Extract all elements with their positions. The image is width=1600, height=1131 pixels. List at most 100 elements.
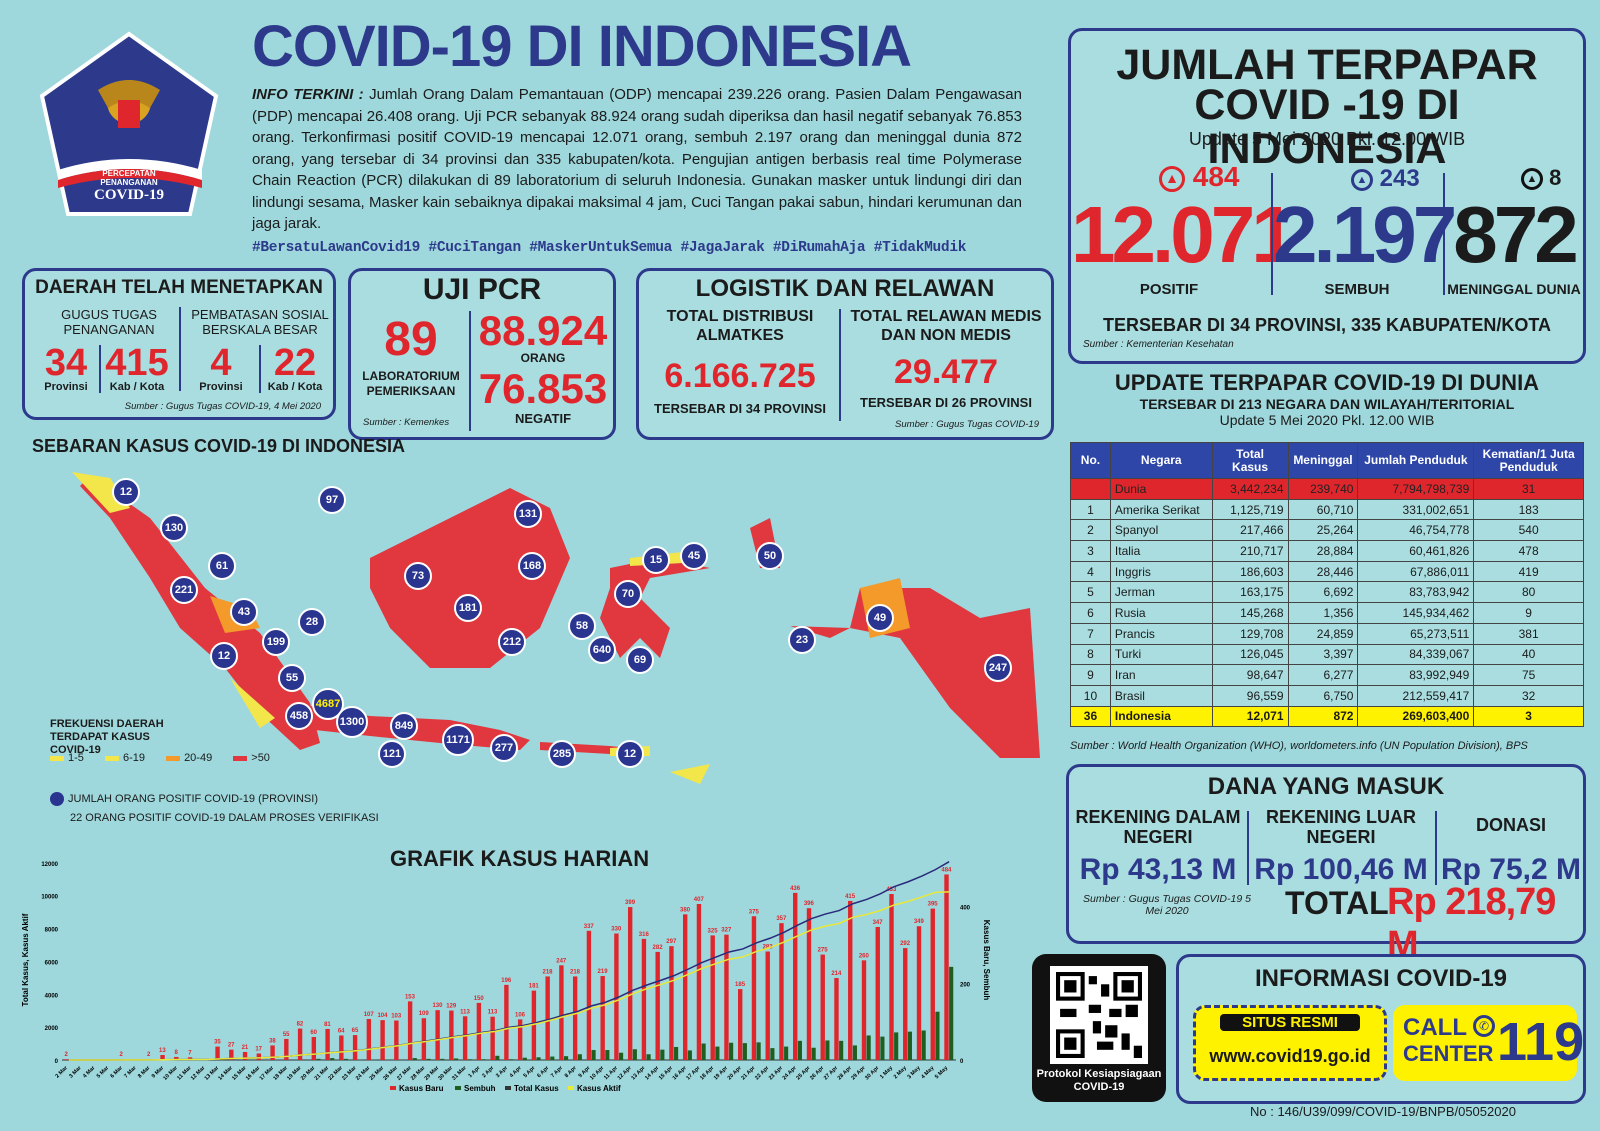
bar-value-label: 214 xyxy=(831,971,842,977)
bar-value-label: 104 xyxy=(377,1013,388,1019)
bar-value-label: 380 xyxy=(680,907,691,913)
table-row: 8 Turki 126,045 3,397 84,339,067 40 xyxy=(1070,643,1584,666)
map-legend-note: 22 ORANG POSITIF COVID-19 DALAM PROSES V… xyxy=(70,812,379,824)
bar-value-label: 436 xyxy=(790,886,801,892)
bar-kasus-baru xyxy=(531,990,537,1060)
up-arrow-icon: ▲ xyxy=(1159,166,1185,192)
legend-label: Kasus Aktif xyxy=(577,1084,621,1093)
map-pin: 12 xyxy=(616,740,644,768)
bar-kasus-baru xyxy=(462,1016,468,1060)
call-label-1: CALL xyxy=(1403,1014,1467,1041)
table-cell: 84,339,067 xyxy=(1357,643,1475,666)
sembuh-value: 2.197 xyxy=(1273,190,1457,279)
terpapar-panel: JUMLAH TERPAPAR COVID -19 DI INDONESIA U… xyxy=(1068,28,1586,364)
y2-tick-label: 400 xyxy=(960,906,971,912)
pcr-labs: 89 xyxy=(384,313,438,366)
bar-value-label: 82 xyxy=(297,1022,304,1028)
logistik-source: Sumber : Gugus Tugas COVID-19 xyxy=(895,419,1039,430)
table-cell: 872 xyxy=(1287,705,1359,728)
table-cell: 5 xyxy=(1070,581,1111,604)
bar-value-label: 103 xyxy=(391,1014,402,1020)
y-tick-label: 6000 xyxy=(45,960,59,966)
daerah-panel: DAERAH TELAH MENETAPKAN GUGUS TUGAS PENA… xyxy=(22,268,336,420)
table-cell: 3 xyxy=(1070,540,1111,562)
bar-sembuh xyxy=(852,1045,857,1060)
bar-sembuh xyxy=(330,1058,335,1060)
bar-value-label: 2 xyxy=(64,1052,68,1058)
table-cell: 36 xyxy=(1070,705,1111,728)
x-tick-label: 5 Apr xyxy=(523,1065,538,1080)
relawan-note: TERSEBAR DI 26 PROVINSI xyxy=(860,395,1032,410)
bar-value-label: 113 xyxy=(460,1009,470,1015)
table-cell: 331,002,651 xyxy=(1357,498,1475,521)
info-panel: INFORMASI COVID-19 SITUS RESMI www.covid… xyxy=(1176,954,1586,1104)
call-center-button[interactable]: CALL ✆ CENTER 119 xyxy=(1393,1005,1584,1081)
dana-source: Sumber : Gugus Tugas COVID-19 5 Mei 2020 xyxy=(1083,893,1251,917)
bar-kasus-baru xyxy=(682,914,688,1060)
bar-sembuh xyxy=(591,1050,596,1060)
map-pin: 130 xyxy=(160,514,188,542)
bar-value-label: 218 xyxy=(543,969,554,975)
dana-dn-value: Rp 43,13 M xyxy=(1079,853,1237,886)
x-tick-label: 6 Apr xyxy=(536,1065,551,1080)
world-table-header: No. Negara Total Kasus Meninggal Jumlah … xyxy=(1070,442,1584,479)
table-cell: 217,466 xyxy=(1211,519,1289,542)
relawan-value: 29.477 xyxy=(894,353,998,391)
situs-button[interactable]: SITUS RESMI www.covid19.go.id xyxy=(1193,1005,1387,1081)
situs-url[interactable]: www.covid19.go.id xyxy=(1209,1046,1371,1066)
qr-card[interactable]: Protokol Kesiapsiagaan COVID-19 xyxy=(1032,954,1166,1102)
bar-kasus-baru xyxy=(517,1019,523,1060)
up-arrow-icon: ▲ xyxy=(1351,169,1373,191)
x-tick-label: 31 Mar xyxy=(451,1065,468,1082)
bar-value-label: 327 xyxy=(721,928,732,934)
col-kematian: Kematian/1 Juta Penduduk xyxy=(1473,442,1584,479)
pcr-labs-label: LABORATORIUM PEMERIKSAAN xyxy=(362,369,460,398)
psbb-prov-label: Provinsi xyxy=(199,381,243,393)
col-total: Total Kasus xyxy=(1211,442,1289,479)
pcr-panel: UJI PCR 89 LABORATORIUM PEMERIKSAAN Sumb… xyxy=(348,268,616,440)
bar-value-label: 2 xyxy=(119,1052,123,1058)
sembuh-delta: ▲ 243 xyxy=(1351,165,1420,193)
info-body: Jumlah Orang Dalam Pemantauan (ODP) menc… xyxy=(252,86,1022,232)
bar-sembuh xyxy=(440,1058,445,1060)
map-legend: 1-5 6-19 20-49 >50 xyxy=(50,752,270,764)
table-cell: 239,740 xyxy=(1287,478,1359,500)
x-tick-label: 5 Mar xyxy=(96,1065,111,1080)
map-pin: 23 xyxy=(788,626,816,654)
x-tick-label: 1 Apr xyxy=(467,1065,482,1080)
bar-kasus-baru xyxy=(449,1010,454,1060)
pcr-tested: 88.924 xyxy=(478,307,608,354)
map-pin: 45 xyxy=(680,542,708,570)
table-cell: 212,559,417 xyxy=(1357,684,1475,707)
table-cell: 3,397 xyxy=(1287,643,1359,666)
bar-kasus-baru xyxy=(779,923,784,1060)
x-tick-label: 3 May xyxy=(907,1065,923,1081)
table-cell: 28,446 xyxy=(1287,560,1359,583)
bar-kasus-baru xyxy=(352,1035,358,1060)
bar-value-label: 330 xyxy=(611,927,622,933)
bar-value-label: 196 xyxy=(501,978,512,984)
dana-donasi-label: DONASI xyxy=(1475,815,1546,835)
dana-donasi-value: Rp 75,2 M xyxy=(1440,853,1582,886)
table-cell: 210,717 xyxy=(1211,540,1289,562)
bar-sembuh xyxy=(701,1043,706,1060)
map-pin: 221 xyxy=(170,576,198,604)
table-cell: 96,559 xyxy=(1211,684,1289,707)
table-cell: Spanyol xyxy=(1109,519,1213,542)
table-cell: 129,708 xyxy=(1211,622,1289,645)
legend-item: 1-5 xyxy=(50,752,84,764)
col-negara: Negara xyxy=(1109,442,1213,479)
table-cell: 145,268 xyxy=(1211,602,1289,624)
bar-value-label: 396 xyxy=(804,901,815,907)
bar-sembuh xyxy=(784,1046,789,1060)
col-penduduk: Jumlah Penduduk xyxy=(1357,442,1475,479)
bar-kasus-baru xyxy=(820,954,825,1060)
page-title: COVID-19 DI INDONESIA xyxy=(252,14,912,79)
bar-value-label: 337 xyxy=(584,924,595,930)
bar-sembuh xyxy=(921,1030,926,1060)
x-tick-label: 8 Apr xyxy=(564,1065,579,1080)
table-cell: 2 xyxy=(1070,519,1111,542)
legend-label: Total Kasus xyxy=(514,1084,559,1093)
table-row: 9 Iran 98,647 6,277 83,992,949 75 xyxy=(1070,664,1584,686)
bar-kasus-baru xyxy=(696,903,702,1060)
